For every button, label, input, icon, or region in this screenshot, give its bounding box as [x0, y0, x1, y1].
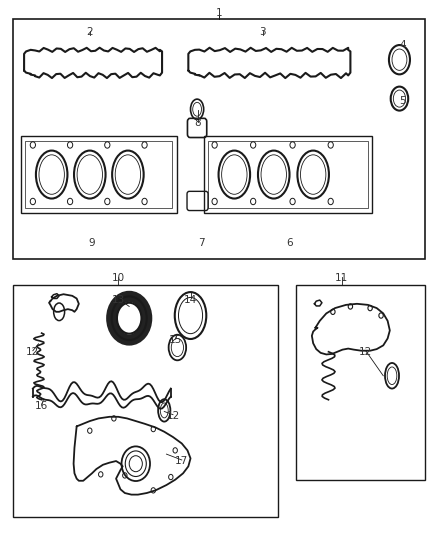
Text: 1: 1 — [215, 8, 223, 18]
Text: 10: 10 — [112, 273, 125, 283]
Bar — [296, 285, 425, 480]
Text: 15: 15 — [169, 335, 182, 345]
Bar — [204, 136, 372, 213]
Text: 12: 12 — [166, 411, 180, 421]
Bar — [13, 19, 425, 259]
Bar — [21, 136, 177, 213]
Text: 12: 12 — [26, 347, 39, 357]
Text: 9: 9 — [88, 238, 95, 247]
Text: 8: 8 — [194, 118, 201, 127]
Text: 5: 5 — [399, 96, 406, 106]
Text: 4: 4 — [399, 41, 406, 50]
Text: 11: 11 — [335, 273, 348, 283]
Text: 7: 7 — [198, 238, 205, 247]
Text: 13: 13 — [112, 295, 125, 304]
Text: 14: 14 — [184, 295, 197, 304]
Text: 6: 6 — [286, 238, 293, 247]
Bar — [25, 141, 172, 208]
Bar — [13, 285, 278, 517]
Text: 3: 3 — [259, 27, 266, 37]
Text: 16: 16 — [35, 401, 48, 411]
Text: 17: 17 — [175, 456, 188, 466]
Bar — [208, 141, 368, 208]
Text: 2: 2 — [86, 27, 93, 37]
Text: 12: 12 — [359, 347, 372, 357]
